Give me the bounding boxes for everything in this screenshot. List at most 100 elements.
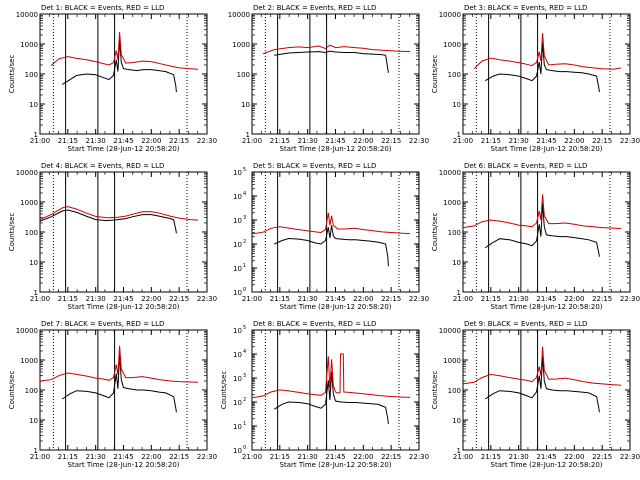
x-tick-label: 21:00 — [242, 295, 262, 303]
x-tick-label: 21:45 — [536, 295, 556, 303]
y-tick-label: 10 — [452, 101, 461, 109]
x-tick-label: 22:15 — [381, 295, 401, 303]
x-tick-label: 21:45 — [325, 295, 345, 303]
y-tick-label: 100 — [25, 387, 38, 395]
y-tick-label: 10 — [233, 399, 242, 407]
plot-frame — [39, 171, 208, 293]
x-tick-label: 22:30 — [409, 295, 429, 303]
y-tick-label: 1000 — [443, 41, 461, 49]
panel-title: Det 6: BLACK = Events, RED = LLD — [464, 162, 587, 170]
y-tick-label-exponent: 3 — [243, 373, 246, 379]
events-series-line — [485, 356, 600, 413]
y-axis-label: Counts/sec — [431, 213, 439, 252]
y-tick-label: 10 — [452, 417, 461, 425]
y-axis-label: Counts/sec — [431, 55, 439, 94]
x-tick-label: 21:30 — [509, 453, 529, 461]
lld-series-line — [50, 32, 199, 70]
plot-frame — [462, 171, 631, 293]
x-tick-label: 21:45 — [536, 137, 556, 145]
y-tick-label-exponent: 4 — [243, 349, 246, 355]
y-tick-label: 1 — [34, 131, 38, 139]
detector-panel-1: 1 10 100 1000 10000 21:00 21:15 21:30 21:45 22:00… — [8, 4, 217, 153]
y-tick-label: 10 — [233, 447, 242, 455]
y-tick-label-exponent: 0 — [243, 445, 246, 451]
lld-series-line — [251, 212, 411, 235]
x-tick-label: 22:30 — [620, 453, 640, 461]
panel-title: Det 2: BLACK = Events, RED = LLD — [253, 4, 376, 12]
y-tick-label: 10 — [233, 169, 242, 177]
x-tick-label: 22:00 — [353, 295, 373, 303]
y-tick-label: 10000 — [16, 169, 38, 177]
y-tick-label: 1 — [34, 289, 38, 297]
lld-series-line — [39, 345, 199, 383]
plot-frame — [251, 171, 420, 293]
y-tick-label: 10 — [233, 375, 242, 383]
y-tick-label: 1000 — [20, 41, 38, 49]
lld-series-line — [462, 346, 622, 386]
x-tick-label: 22:15 — [169, 137, 189, 145]
events-series-line — [62, 354, 177, 413]
y-tick-label: 100 — [448, 229, 461, 237]
plot-frame — [39, 329, 208, 451]
y-tick-label: 100 — [237, 71, 250, 79]
plot-frame — [39, 13, 208, 135]
panel-title: Det 5: BLACK = Events, RED = LLD — [253, 162, 376, 170]
x-tick-label: 21:45 — [113, 295, 133, 303]
y-axis-label: Counts/sec — [220, 371, 228, 410]
x-tick-label: 21:45 — [113, 137, 133, 145]
x-tick-label: 21:15 — [481, 295, 501, 303]
x-tick-label: 22:30 — [409, 453, 429, 461]
x-tick-label: 22:00 — [564, 295, 584, 303]
x-tick-label: 21:45 — [536, 453, 556, 461]
x-tick-label: 21:00 — [30, 137, 50, 145]
x-tick-label: 22:15 — [592, 453, 612, 461]
y-tick-label-exponent: 0 — [243, 287, 246, 293]
y-tick-label: 1 — [34, 447, 38, 455]
x-tick-label: 21:15 — [270, 453, 290, 461]
y-tick-label: 10000 — [228, 11, 250, 19]
x-tick-label: 22:15 — [169, 295, 189, 303]
x-tick-label: 22:15 — [169, 453, 189, 461]
events-series-line — [274, 371, 389, 425]
y-tick-label: 1 — [457, 289, 461, 297]
y-tick-label: 100 — [448, 71, 461, 79]
y-tick-label: 10 — [29, 259, 38, 267]
y-tick-label: 10000 — [439, 169, 461, 177]
x-tick-label: 22:15 — [381, 453, 401, 461]
x-axis-label: Start Time (28-Jun-12 20:58:20) — [280, 303, 392, 311]
y-tick-label: 1 — [457, 447, 461, 455]
x-tick-label: 21:30 — [86, 137, 106, 145]
y-tick-label-exponent: 1 — [243, 263, 246, 269]
y-tick-label: 10000 — [16, 327, 38, 335]
x-tick-label: 21:30 — [86, 453, 106, 461]
x-tick-label: 21:30 — [298, 453, 318, 461]
x-tick-label: 21:30 — [509, 295, 529, 303]
y-tick-label: 1000 — [20, 357, 38, 365]
y-tick-label: 100 — [448, 387, 461, 395]
y-tick-label: 10 — [241, 101, 250, 109]
y-tick-label: 10000 — [16, 11, 38, 19]
y-tick-label: 1000 — [232, 41, 250, 49]
x-tick-label: 22:00 — [353, 137, 373, 145]
y-tick-label: 10 — [233, 241, 242, 249]
y-axis-label: Counts/sec — [431, 371, 439, 410]
x-tick-label: 22:30 — [197, 453, 217, 461]
y-tick-label: 10 — [452, 259, 461, 267]
detector-panel-4: 1 10 100 1000 10000 21:00 21:15 21:30 21:45 22:00… — [8, 162, 217, 311]
events-series-line — [274, 50, 389, 73]
detector-panel-7: 1 10 100 1000 10000 21:00 21:15 21:30 21:45 22:00… — [8, 320, 217, 469]
x-tick-label: 21:15 — [58, 453, 78, 461]
x-tick-label: 21:45 — [325, 453, 345, 461]
y-axis-label: Counts/sec — [8, 213, 16, 252]
y-tick-label-exponent: 2 — [243, 397, 246, 403]
x-tick-label: 21:15 — [58, 295, 78, 303]
y-tick-label-exponent: 5 — [243, 167, 246, 173]
x-tick-label: 21:00 — [242, 137, 262, 145]
x-tick-label: 21:45 — [113, 453, 133, 461]
x-tick-label: 21:00 — [453, 295, 473, 303]
lld-series-line — [39, 206, 199, 221]
x-tick-label: 21:30 — [86, 295, 106, 303]
plot-frame — [251, 329, 420, 451]
x-tick-label: 21:15 — [58, 137, 78, 145]
